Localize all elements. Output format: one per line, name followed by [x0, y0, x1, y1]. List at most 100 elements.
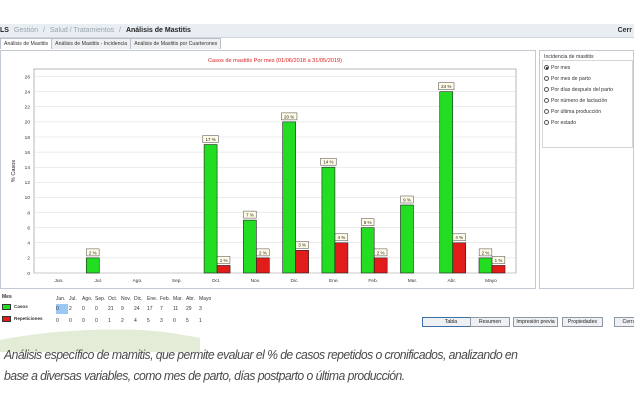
x-tick-label: Oct.	[212, 278, 221, 284]
radio-icon[interactable]	[544, 87, 549, 92]
table-cell[interactable]: 29	[186, 306, 192, 312]
options-group-title: Incidencia de mastitis	[544, 54, 594, 60]
data-label-box-casos	[281, 112, 298, 121]
x-tick-label: Jun.	[54, 278, 63, 284]
bar-casos	[203, 144, 218, 274]
data-label-box-repeticiones	[334, 233, 349, 242]
table-cell[interactable]: 5	[186, 318, 189, 324]
bar-casos	[439, 91, 454, 274]
options-panel: Incidencia de mastitis Por mes Por mes d…	[539, 50, 634, 289]
table-cell[interactable]: 24	[134, 306, 140, 312]
chart-panel: Casos de mastitis Por mes (01/06/2018 a …	[0, 50, 536, 289]
column-header: Ene.	[147, 296, 158, 302]
data-label-box-repeticiones	[256, 248, 270, 257]
data-label-box-casos	[320, 157, 337, 166]
data-label-repeticiones: 2 %	[259, 250, 267, 255]
breadcrumb-separator: /	[42, 27, 45, 34]
table-cell[interactable]: 1	[108, 318, 111, 324]
bar-repeticiones	[295, 250, 309, 274]
column-header: Dic.	[134, 296, 143, 302]
data-label-casos: 2 %	[482, 250, 490, 255]
option-por-numero-lactacion[interactable]: Por número de lactación	[544, 96, 607, 105]
data-label-repeticiones: 4 %	[338, 235, 346, 240]
table-cell[interactable]: 0	[95, 306, 98, 312]
radio-icon[interactable]	[544, 120, 549, 125]
tab-analisis-mastitis[interactable]: Análisis de Mastitis	[0, 38, 53, 49]
chart-title: Casos de mastitis Por mes (01/06/2018 a …	[208, 58, 342, 64]
table-cell[interactable]: 0	[56, 304, 68, 314]
option-por-mes[interactable]: Por mes	[544, 63, 570, 72]
column-header: Feb.	[160, 296, 171, 302]
data-label-repeticiones: 1 %	[220, 258, 228, 263]
data-label-box-repeticiones	[374, 248, 388, 257]
option-por-ultima-produccion[interactable]: Por última producción	[544, 107, 601, 116]
close-label[interactable]: Cerr	[617, 27, 632, 34]
y-tick-label: 4	[27, 241, 30, 247]
option-label: Por última producción	[551, 108, 602, 115]
x-tick-label: Ene.	[329, 278, 339, 284]
caption-line-1: Análisis específico de mamitis, que perm…	[4, 347, 518, 362]
data-label-casos: 6 %	[364, 220, 372, 225]
bar-repeticiones	[373, 257, 388, 274]
y-tick-label: 2	[27, 256, 30, 262]
option-label: Por mes	[551, 64, 571, 71]
y-tick-label: 0	[27, 271, 30, 277]
table-cell[interactable]: 2	[69, 306, 72, 312]
tab-incidencia[interactable]: Análisis de Mastitis - Incidencia	[51, 38, 132, 49]
table-cell[interactable]: 21	[108, 306, 114, 312]
column-header: Nov.	[121, 296, 131, 302]
data-label-box-casos	[243, 210, 257, 219]
option-por-estado[interactable]: Por estado	[544, 118, 576, 127]
bar-casos	[243, 219, 257, 274]
print-preview-button[interactable]: Impresión previa	[513, 317, 558, 327]
button-bar: Tabla Resumen Impresión previa Propiedad…	[0, 317, 634, 327]
data-label-casos: 24 %	[441, 84, 451, 89]
table-cell[interactable]: 0	[95, 318, 98, 324]
app-window: LS Gestión / Salud / Tratamientos / Anál…	[0, 24, 634, 333]
table-cell[interactable]: 11	[173, 306, 179, 312]
table-cell[interactable]: 5	[147, 318, 150, 324]
table-cell[interactable]: 0	[173, 318, 176, 324]
table-cell[interactable]: 0	[69, 318, 72, 324]
bar-casos	[360, 227, 375, 274]
x-tick-label: Dic.	[291, 278, 299, 284]
table-cell[interactable]: 17	[147, 306, 153, 312]
y-tick-label: 14	[25, 165, 31, 171]
data-label-box-casos	[202, 135, 219, 143]
y-tick-label: 12	[25, 180, 31, 186]
breadcrumb-salud[interactable]: Salud / Tratamientos	[49, 27, 115, 34]
breadcrumb-gestion[interactable]: Gestión	[13, 27, 39, 34]
radio-icon[interactable]	[544, 76, 549, 81]
column-header: Jun.	[56, 296, 66, 302]
table-cell[interactable]: 2	[121, 318, 124, 324]
radio-selected-icon[interactable]	[544, 65, 549, 70]
table-cell[interactable]: 4	[134, 318, 137, 324]
data-label-box-repeticiones	[491, 256, 506, 264]
option-por-mes-de-parto[interactable]: Por mes de parto	[544, 74, 591, 83]
table-cell[interactable]: 1	[199, 318, 202, 324]
y-tick-label: 26	[25, 74, 31, 80]
breadcrumb-separator: /	[119, 27, 121, 34]
table-cell[interactable]: 9	[121, 306, 124, 312]
table-cell[interactable]: 0	[56, 318, 59, 324]
series-repeticiones: Repeticiones	[2, 314, 43, 323]
table-cell[interactable]: 0	[82, 306, 85, 312]
data-label-repeticiones: 4 %	[455, 235, 463, 240]
column-header: Abr.	[186, 296, 195, 302]
option-por-dias-despues-parto[interactable]: Por días después del parto	[544, 85, 613, 94]
close-button[interactable]: Cerra	[614, 317, 634, 327]
data-label-casos: 20 %	[284, 114, 294, 119]
summary-button[interactable]: Resumen	[470, 317, 510, 327]
table-cell[interactable]: 7	[160, 306, 163, 312]
table-cell[interactable]: 0	[82, 318, 85, 324]
properties-button[interactable]: Propiedades	[562, 317, 603, 327]
table-cell[interactable]: 3	[160, 318, 163, 324]
y-tick-label: 18	[25, 135, 31, 141]
x-tick-label: Abr.	[447, 278, 456, 284]
tab-cuarterones[interactable]: Análisis de Mastitis por Cuarterones	[130, 38, 222, 49]
table-cell[interactable]: 3	[199, 306, 202, 312]
radio-icon[interactable]	[544, 98, 549, 103]
data-label-box-casos	[86, 248, 100, 257]
radio-icon[interactable]	[544, 109, 549, 114]
data-label-casos: 17 %	[205, 137, 215, 142]
